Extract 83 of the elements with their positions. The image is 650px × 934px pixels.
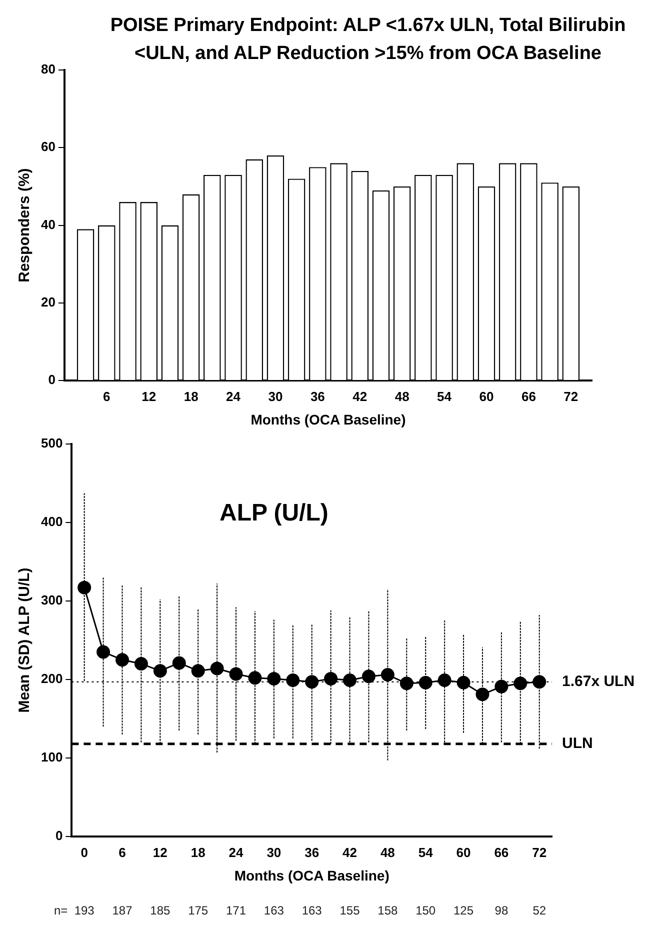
point [116, 653, 129, 667]
x-tick-label: 48 [380, 844, 395, 860]
point [78, 580, 92, 594]
point [418, 676, 432, 690]
x-tick-label: 72 [532, 844, 547, 860]
y-tick-label: 80 [40, 62, 56, 77]
x-tick-label: 54 [437, 388, 452, 404]
point [191, 664, 205, 678]
x-tick-label: 54 [418, 844, 434, 860]
y-tick-label: 0 [55, 828, 63, 844]
y-tick-label: 0 [48, 372, 56, 388]
point [476, 688, 490, 702]
x-tick-label: 12 [152, 844, 168, 860]
point [229, 667, 243, 681]
point [514, 676, 528, 690]
x-axis-title: Months (OCA Baseline) [234, 867, 390, 884]
y-tick-label: 40 [40, 216, 56, 232]
x-tick-label: 18 [184, 388, 198, 404]
point [248, 671, 262, 685]
y-axis-title: Responders (%) [16, 168, 34, 282]
y-axis-title: Mean (SD) ALP (U/L) [16, 568, 34, 713]
text: 163 [264, 903, 284, 918]
x-tick-label: 72 [564, 388, 578, 404]
point [210, 662, 224, 676]
point [532, 675, 546, 689]
chart-title: POISE Primary Endpoint: ALP <1.67x ULN, Total Bilirubin <ULN, and ALP Reduction >15% from OCA Baseline [109, 14, 627, 66]
point [400, 676, 414, 690]
text: 171 [226, 903, 246, 918]
point [456, 676, 470, 690]
x-tick-label: 24 [226, 388, 242, 404]
text: 175 [188, 903, 208, 918]
point [343, 674, 357, 688]
x-tick-label: 66 [494, 844, 509, 860]
text: 98 [494, 903, 508, 918]
y-tick-label: 400 [40, 514, 63, 529]
x-tick-label: 42 [342, 844, 357, 860]
x-tick-label: 0 [80, 844, 88, 860]
x-tick-label: 48 [394, 388, 410, 404]
y-tick-label: 20 [40, 294, 56, 310]
text: 193 [74, 903, 95, 918]
text: 187 [112, 903, 133, 918]
point [134, 657, 148, 671]
text: ALP (U/L) [219, 499, 328, 526]
ref-line-label: 1.67x ULN [562, 672, 635, 690]
text: 155 [340, 903, 360, 918]
point [153, 664, 167, 678]
text: 150 [416, 903, 436, 918]
x-tick-label: 24 [228, 844, 244, 860]
x-tick-label: 12 [142, 388, 156, 404]
x-axis-title: Months (OCA Baseline) [250, 411, 406, 428]
x-tick-label: 6 [103, 388, 110, 404]
x-tick-label: 18 [190, 844, 206, 860]
ref-line-label: ULN [562, 735, 593, 752]
x-tick-label: 6 [118, 844, 126, 860]
point [494, 680, 508, 694]
point [362, 670, 376, 684]
text: 163 [302, 903, 322, 918]
point [380, 668, 394, 682]
x-tick-label: 30 [266, 844, 282, 860]
point [286, 674, 300, 688]
point [96, 645, 110, 659]
text: 52 [532, 903, 546, 918]
point [172, 656, 186, 670]
y-tick-label: 500 [40, 435, 63, 450]
x-tick-label: 30 [268, 388, 283, 404]
x-tick-label: 42 [352, 388, 368, 404]
text: n= [54, 903, 68, 918]
point [267, 672, 281, 686]
x-tick-label: 66 [521, 388, 536, 404]
text: 158 [378, 903, 398, 918]
y-tick-label: 200 [40, 671, 63, 686]
x-tick-label: 60 [456, 844, 471, 860]
point [324, 672, 338, 686]
point [305, 675, 319, 689]
point [438, 674, 452, 688]
y-tick-label: 100 [40, 750, 63, 765]
text: 125 [454, 903, 474, 918]
x-tick-label: 36 [310, 388, 325, 404]
y-tick-label: 300 [40, 592, 63, 608]
text: 185 [150, 903, 170, 918]
x-tick-label: 60 [479, 388, 494, 404]
y-tick-label: 60 [40, 139, 56, 154]
x-tick-label: 36 [304, 844, 320, 860]
